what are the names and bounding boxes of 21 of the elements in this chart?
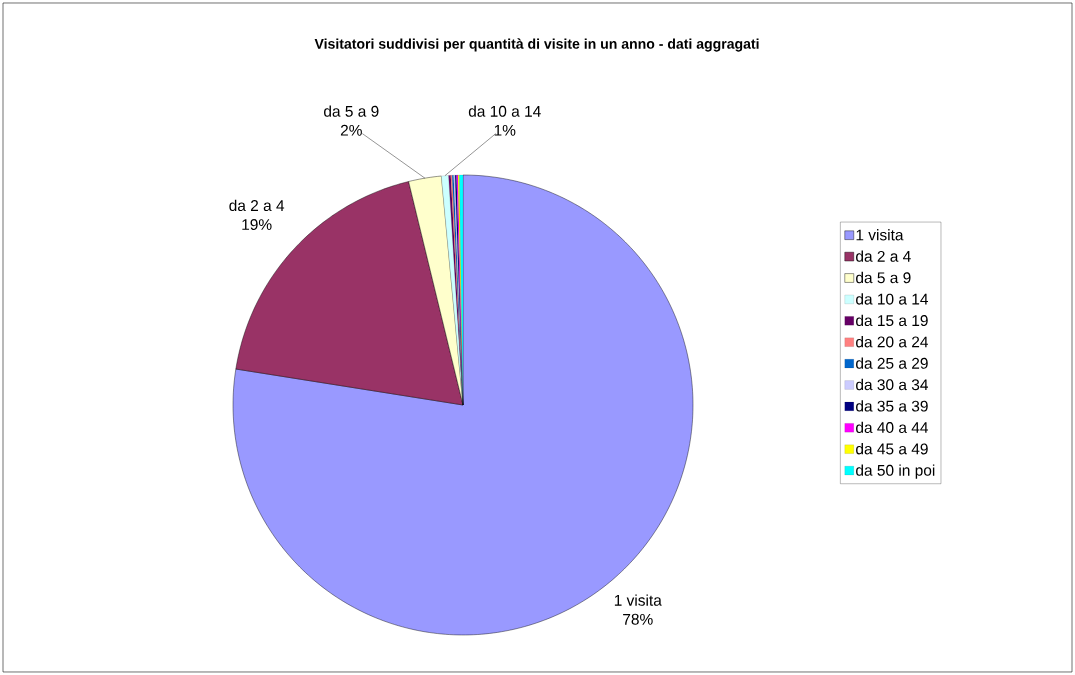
slice-label: 1 visita [614,594,662,606]
data-label: 78% [623,613,653,625]
legend-label: da 5 a 9 [856,271,911,284]
legend-label: da 2 a 4 [856,250,911,262]
legend-label: da 20 a 24 [856,336,929,348]
legend-label: da 10 a 14 [856,293,929,305]
legend-label: da 40 a 44 [856,421,929,434]
data-label: 1% [494,124,516,136]
legend-label: da 35 a 39 [856,400,928,412]
legend-label: da 50 in poi [856,464,935,479]
chart-title: Visitatori suddivisi per quantità di visite in un anno - dati aggragati [314,38,759,52]
slice-label: da 10 a 14 [468,105,541,117]
legend-label: da 45 a 49 [856,443,928,455]
legend-label: 1 visita [856,229,904,241]
legend-label: da 30 a 34 [856,378,929,391]
legend-label: da 15 a 19 [856,314,928,327]
slice-label: da 2 a 4 [229,199,285,212]
data-label: 19% [242,219,272,231]
data-label: 2% [340,124,362,136]
slice-label: da 5 a 9 [324,105,379,117]
legend-label: da 25 a 29 [856,357,928,369]
